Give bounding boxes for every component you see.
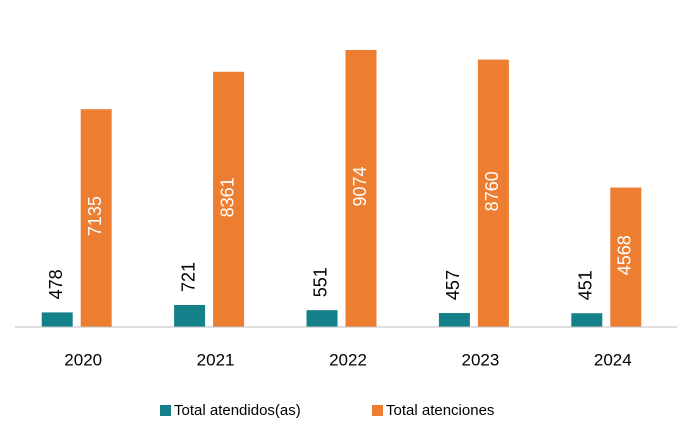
x-tick-label: 2021 xyxy=(197,350,235,369)
data-label: 721 xyxy=(178,262,198,292)
legend-label: Total atenciones xyxy=(386,402,494,419)
bar xyxy=(80,109,112,327)
bar xyxy=(438,313,470,327)
bar xyxy=(610,187,642,327)
legend-swatch xyxy=(372,405,383,416)
x-tick-label: 2020 xyxy=(64,350,102,369)
data-label: 8361 xyxy=(217,177,237,217)
data-label: 8760 xyxy=(482,171,502,211)
legend-swatch xyxy=(160,405,171,416)
x-tick-label: 2023 xyxy=(461,350,499,369)
x-tick-label: 2024 xyxy=(594,350,632,369)
data-label: 457 xyxy=(443,270,463,300)
data-label: 451 xyxy=(576,270,596,300)
legend-label: Total atendidos(as) xyxy=(174,402,301,419)
bar xyxy=(41,312,73,327)
data-label: 4568 xyxy=(615,235,635,275)
bar xyxy=(477,59,509,327)
data-label: 478 xyxy=(46,269,66,299)
data-label: 9074 xyxy=(350,166,370,206)
bar xyxy=(306,310,338,327)
data-label: 551 xyxy=(311,267,331,297)
x-tick-label: 2022 xyxy=(329,350,367,369)
bar xyxy=(345,50,377,327)
bar xyxy=(213,71,245,327)
bar xyxy=(174,304,206,327)
bar xyxy=(571,313,603,327)
data-label: 7135 xyxy=(85,196,105,236)
